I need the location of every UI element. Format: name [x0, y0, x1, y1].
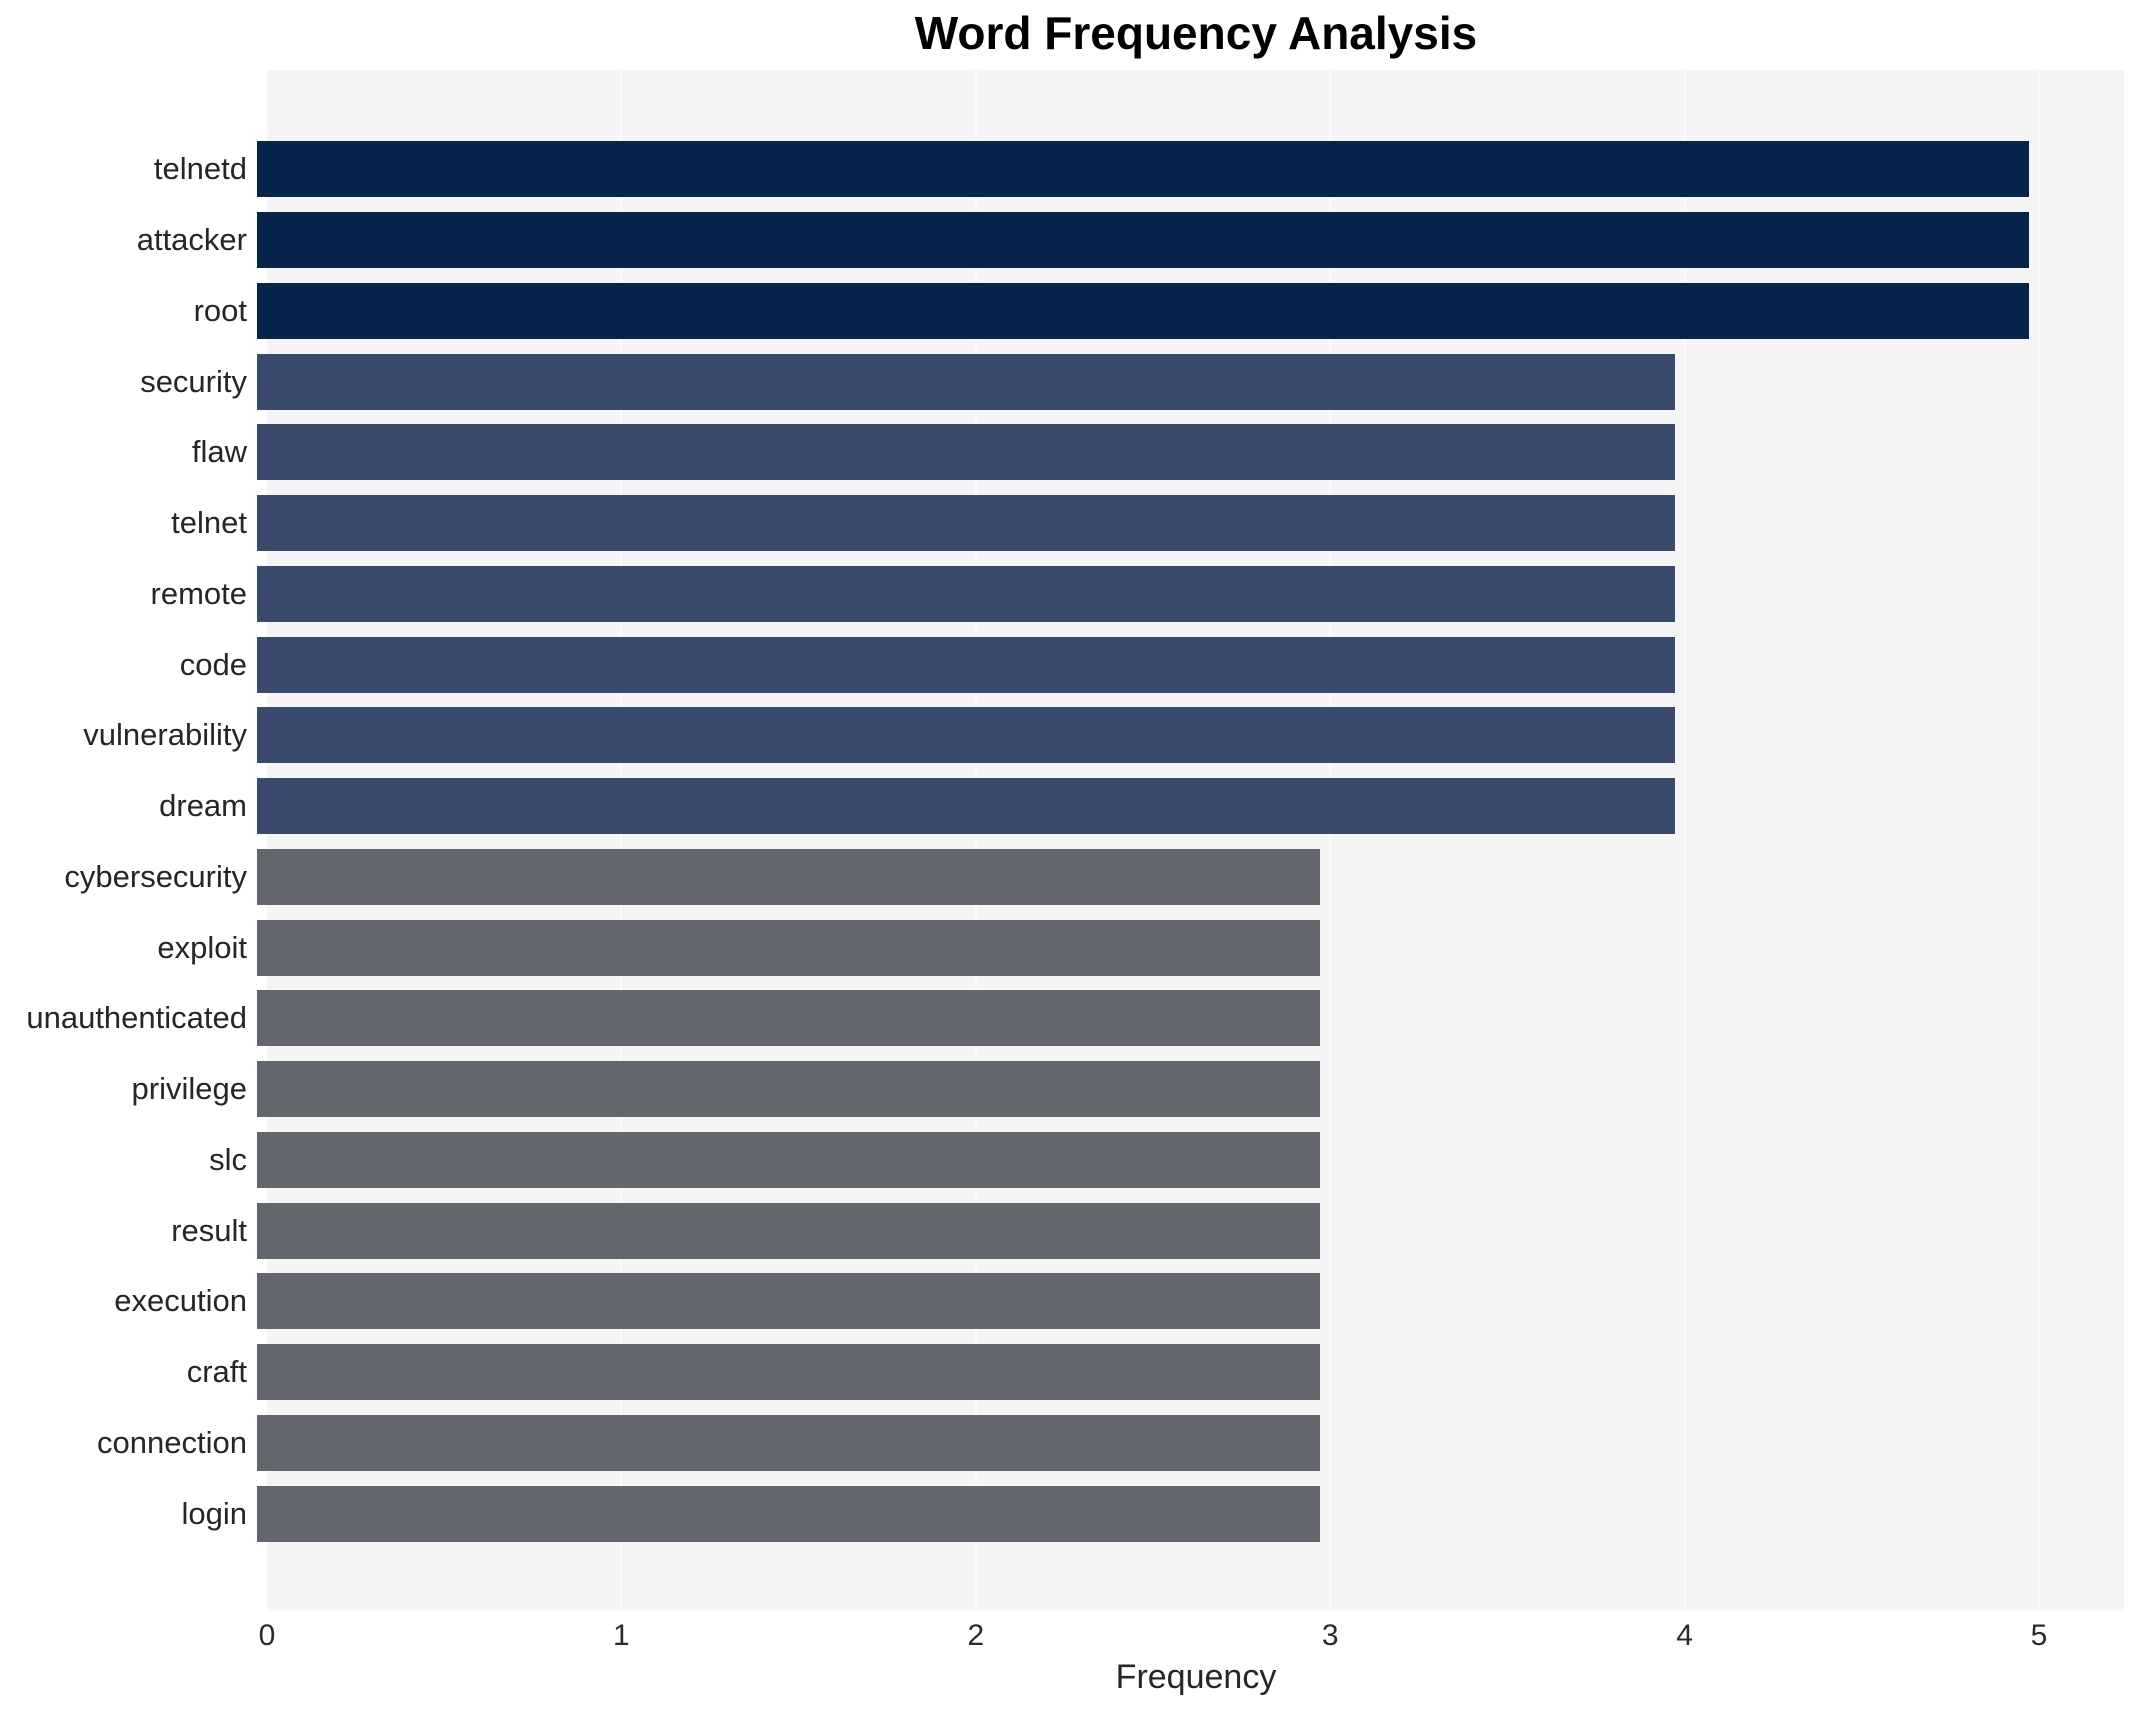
frequency-bar — [257, 353, 1675, 410]
category-label: craft — [186, 1354, 247, 1390]
x-tick-label: 0 — [258, 1619, 276, 1652]
bar-row: root — [0, 276, 2147, 347]
category-label: slc — [209, 1141, 247, 1177]
x-tick-label: 2 — [967, 1619, 985, 1652]
category-label: security — [140, 363, 247, 399]
category-label: exploit — [157, 929, 247, 965]
bar-row: result — [0, 1195, 2147, 1266]
x-axis-label: Frequency — [1115, 1658, 1277, 1696]
category-label: cybersecurity — [64, 858, 247, 894]
bar-row: attacker — [0, 205, 2147, 276]
category-label: privilege — [131, 1071, 247, 1107]
category-label: dream — [159, 788, 247, 824]
frequency-bar — [257, 495, 1675, 552]
category-label: flaw — [191, 434, 247, 470]
x-tick-label: 4 — [1676, 1619, 1693, 1652]
frequency-bar — [257, 1344, 1321, 1401]
frequency-bar — [257, 778, 1675, 835]
category-label: remote — [150, 575, 247, 611]
bar-row: flaw — [0, 417, 2147, 488]
bar-row: telnetd — [0, 134, 2147, 205]
frequency-bar — [257, 990, 1321, 1047]
bar-row: craft — [0, 1337, 2147, 1408]
bar-row: connection — [0, 1408, 2147, 1479]
frequency-bar — [257, 212, 2029, 269]
bar-row: remote — [0, 559, 2147, 630]
gridline — [2038, 70, 2040, 1611]
bar-row: code — [0, 629, 2147, 700]
frequency-bar — [257, 1414, 1321, 1471]
bar-row: dream — [0, 771, 2147, 842]
bar-row: exploit — [0, 912, 2147, 983]
x-tick-label: 5 — [2030, 1619, 2048, 1652]
category-label: code — [179, 646, 247, 682]
gridline — [1683, 70, 1686, 1611]
frequency-bar — [257, 424, 1675, 481]
category-label: root — [193, 292, 247, 328]
bar-row: unauthenticated — [0, 983, 2147, 1054]
frequency-bar — [257, 919, 1321, 976]
x-tick-label: 1 — [613, 1619, 630, 1652]
frequency-bar — [257, 1131, 1321, 1188]
frequency-bar — [257, 1273, 1321, 1330]
frequency-bar — [257, 141, 2029, 198]
frequency-bar — [257, 1485, 1321, 1542]
x-tick-label: 3 — [1321, 1619, 1339, 1652]
frequency-bar — [257, 636, 1675, 693]
gridline — [974, 70, 977, 1611]
frequency-bar — [257, 565, 1675, 622]
category-label: execution — [114, 1283, 247, 1319]
frequency-bar — [257, 282, 2029, 339]
bar-row: privilege — [0, 1054, 2147, 1125]
category-label: login — [181, 1495, 248, 1531]
category-label: result — [171, 1212, 247, 1248]
category-label: attacker — [136, 222, 247, 258]
category-label: vulnerability — [83, 717, 247, 753]
frequency-bar — [257, 707, 1675, 764]
bar-row: execution — [0, 1266, 2147, 1337]
chart-title: Word Frequency Analysis — [914, 7, 1478, 59]
category-label: connection — [97, 1424, 247, 1460]
bar-row: cybersecurity — [0, 842, 2147, 913]
frequency-bar — [257, 848, 1321, 905]
frequency-bar — [257, 1202, 1321, 1259]
bar-rows: telnetd attacker root security flaw telnet rem… — [0, 134, 2147, 1549]
gridline — [1329, 70, 1332, 1611]
bar-row: slc — [0, 1125, 2147, 1196]
bar-row: telnet — [0, 488, 2147, 559]
gridline — [620, 70, 623, 1611]
category-label: telnet — [171, 505, 247, 541]
bar-row: security — [0, 346, 2147, 417]
bar-row: login — [0, 1478, 2147, 1549]
frequency-bar — [257, 1061, 1321, 1118]
bar-row: vulnerability — [0, 700, 2147, 771]
category-label: telnetd — [153, 151, 247, 187]
category-label: unauthenticated — [26, 1000, 247, 1036]
